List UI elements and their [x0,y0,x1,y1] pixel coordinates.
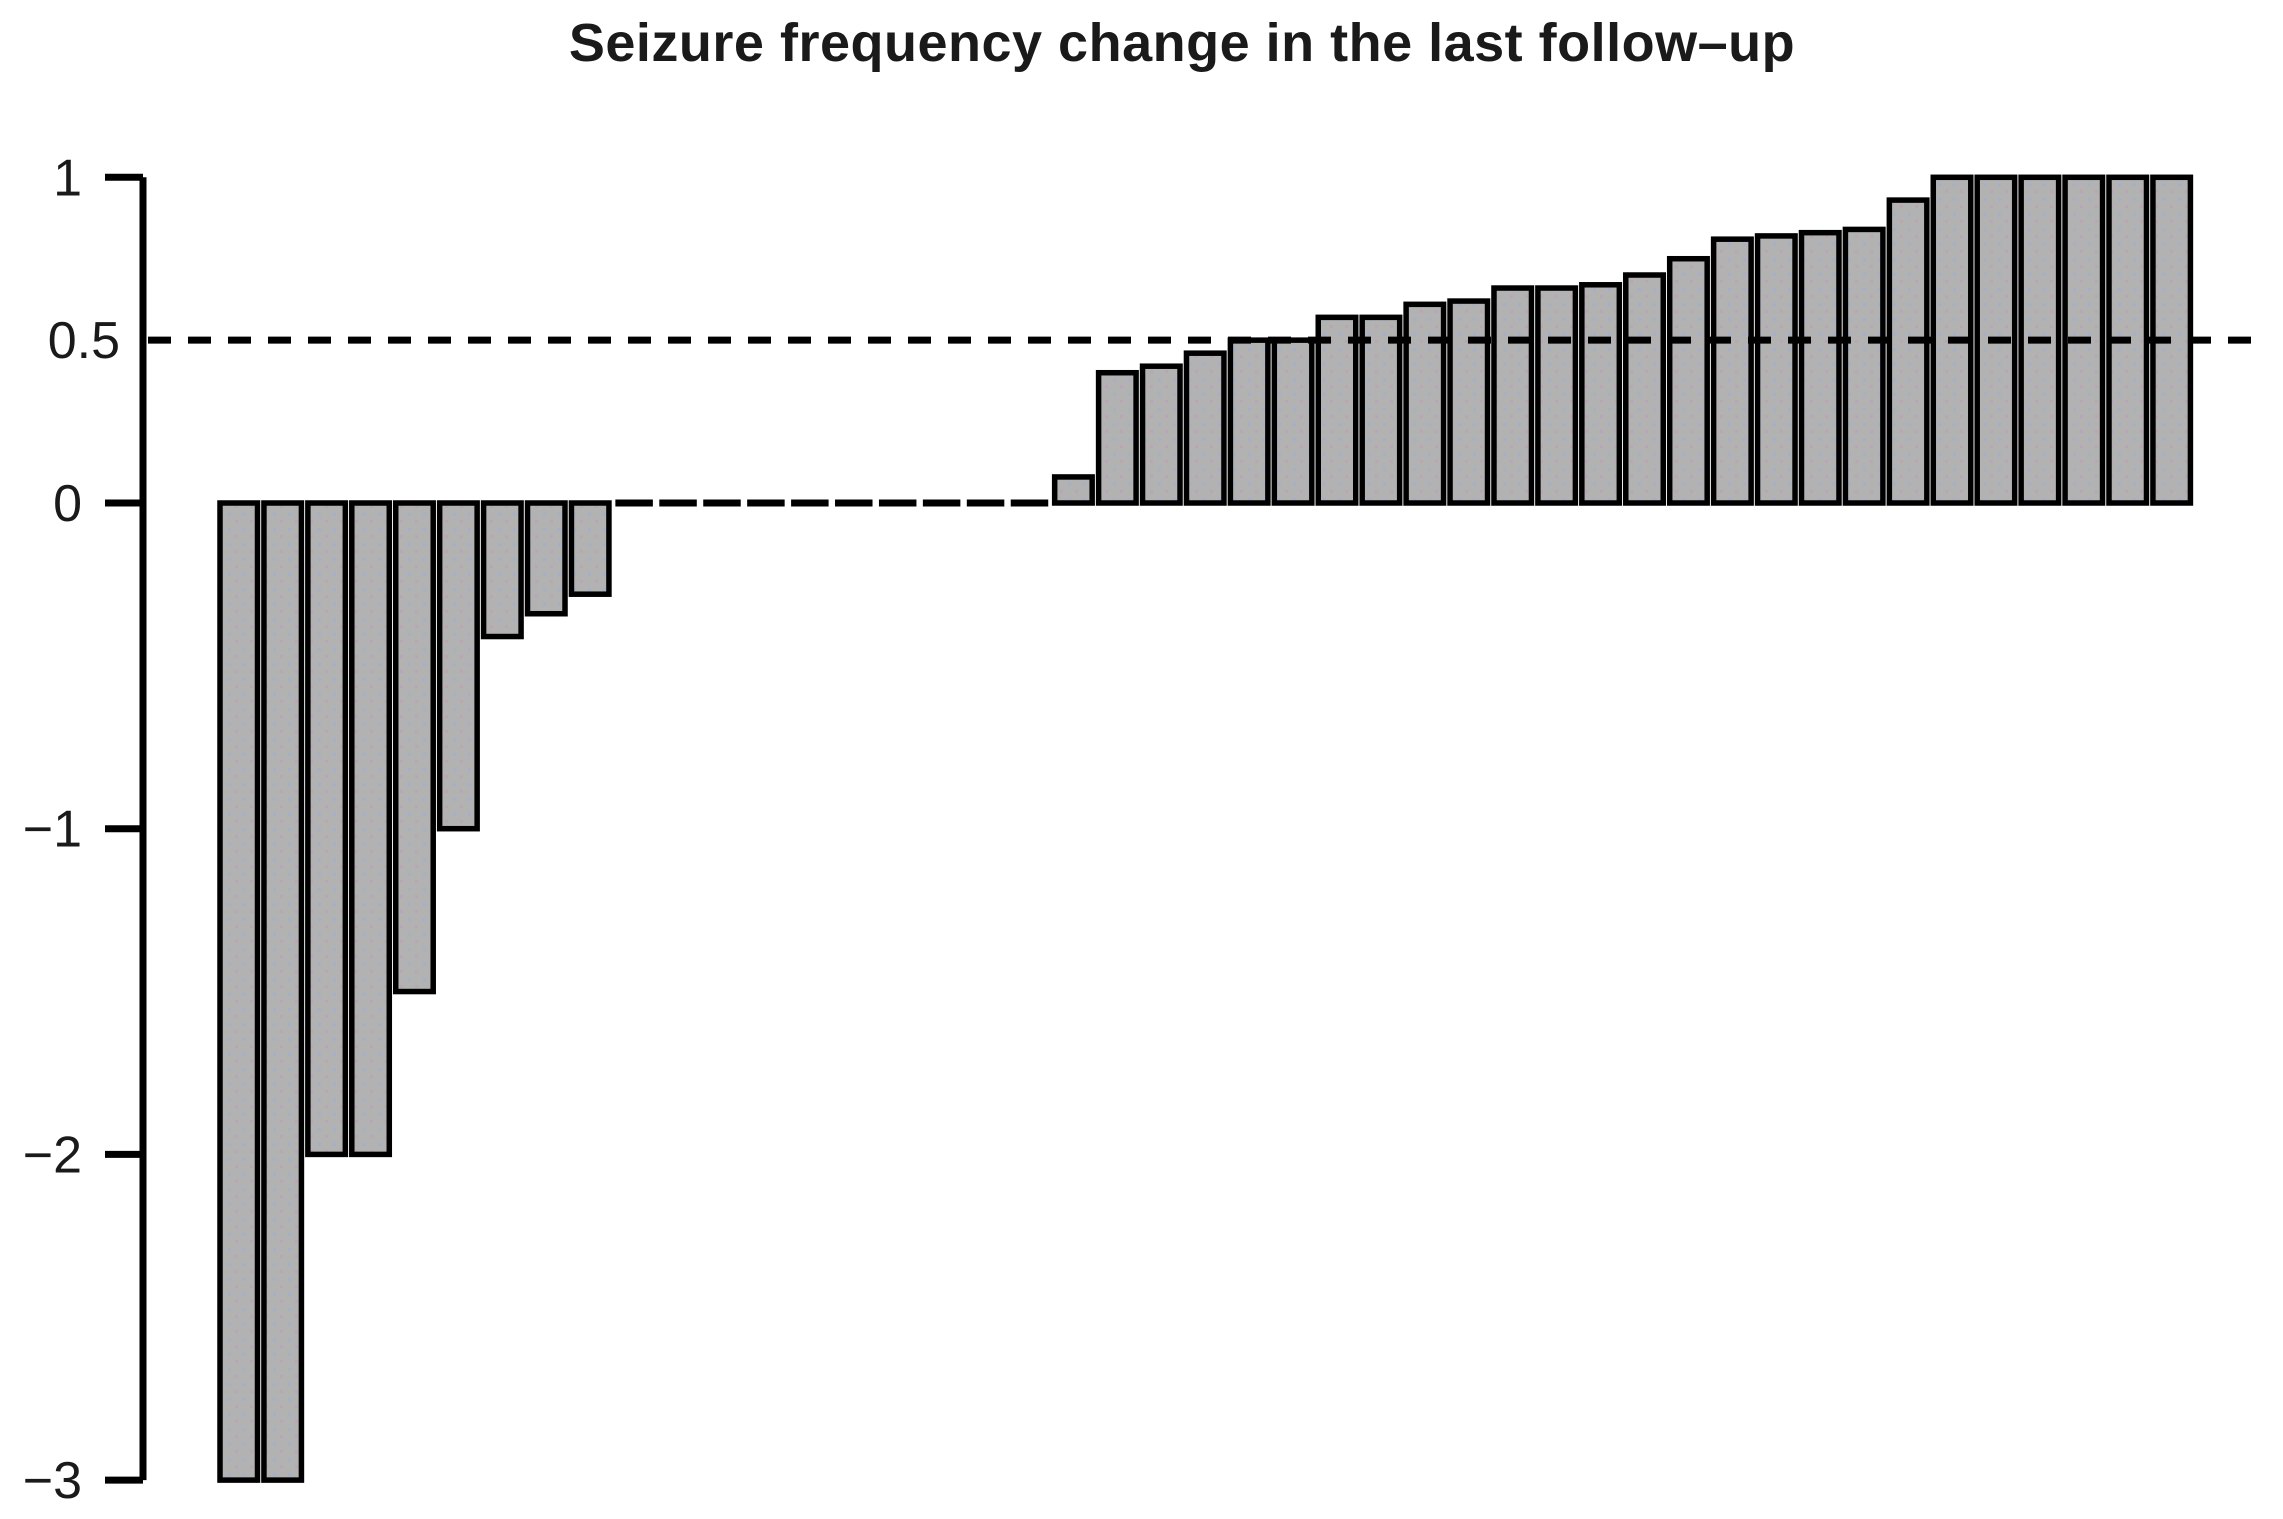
bar-31 [1535,285,1579,506]
bar-6 [436,500,480,832]
bar-8 [524,500,568,617]
bar-38 [1842,226,1886,506]
bar-34 [1666,255,1710,506]
bar-36 [1754,233,1798,506]
bar-5 [392,500,436,995]
bar-15-zero [835,499,873,507]
chart-title: Seizure frequency change in the last fol… [568,13,1796,73]
bar-23 [1183,350,1227,506]
bar-2 [261,500,305,1483]
bar-32 [1579,282,1623,506]
bar-16-zero [878,499,917,507]
bar-20 [1051,474,1095,506]
bar-7 [480,500,524,640]
bar-3 [305,500,349,1158]
bar-1 [217,500,261,1483]
y-axis-tick-label-−2: −2 [23,1126,82,1184]
bar-4 [349,500,393,1158]
bar-30 [1491,285,1535,506]
bar-12-zero [703,499,741,507]
bar-26 [1315,314,1359,506]
bar-19-zero [1010,499,1049,507]
bar-28 [1403,301,1447,506]
bar-10-zero [615,499,653,507]
bar-22 [1139,363,1183,506]
bar-13-zero [747,499,785,507]
bar-11-zero [659,499,697,507]
bar-21 [1095,369,1139,506]
y-axis-tick-label-1: 1 [53,149,82,207]
bar-24 [1227,337,1271,506]
bar-17-zero [922,499,961,507]
y-axis-tick-label-−1: −1 [23,801,82,859]
bar-14-zero [791,499,829,507]
bar-27 [1359,314,1403,506]
bar-33 [1623,272,1667,506]
bar-25 [1271,337,1315,506]
y-axis-tick-label-−3: −3 [23,1452,82,1510]
reference-line-label: 0.5 [48,312,120,370]
bar-9 [568,500,612,597]
bar-29 [1447,298,1491,506]
bar-18-zero [966,499,1005,507]
bar-37 [1798,229,1842,506]
y-axis-tick-label-0: 0 [53,475,82,533]
bar-39 [1886,197,1930,506]
bar-35 [1710,236,1754,506]
